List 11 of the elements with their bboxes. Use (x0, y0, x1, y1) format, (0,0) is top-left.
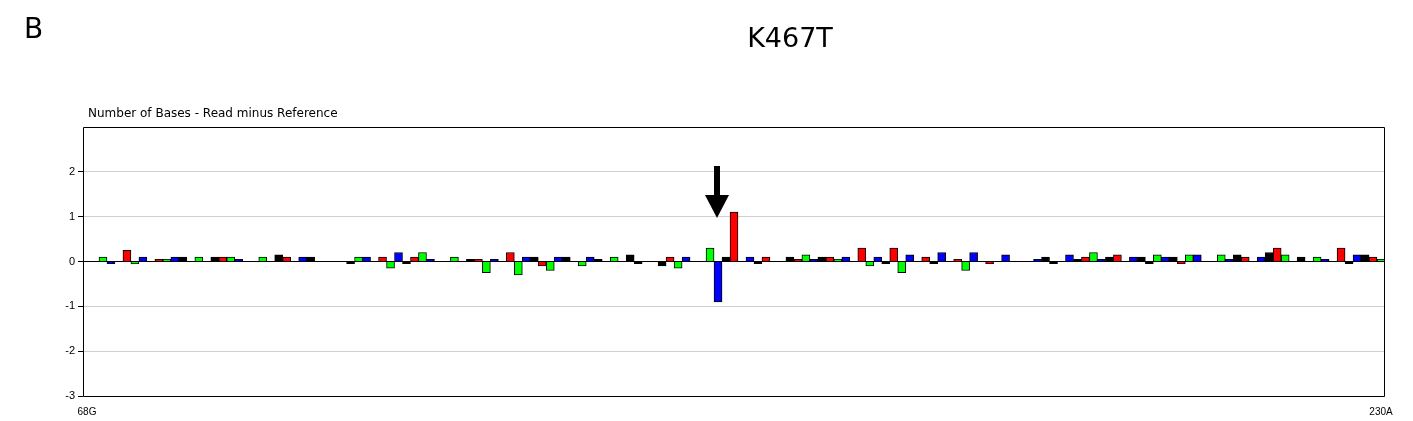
y-tick-label: 1 (68, 209, 75, 222)
chart-title: K467T (746, 22, 834, 53)
y-tick-label: -2 (65, 344, 75, 357)
y-tick-label: 2 (68, 164, 75, 177)
y-tick-label: 0 (68, 254, 75, 267)
x-tick-label: 230A (1369, 405, 1394, 417)
text: B (24, 12, 44, 45)
x-tick-label: 68G (77, 405, 97, 417)
y-tick-label: -1 (65, 299, 75, 312)
chart-subtitle: Number of Bases - Read minus Reference (88, 106, 338, 120)
y-tick-label: -3 (65, 389, 75, 402)
